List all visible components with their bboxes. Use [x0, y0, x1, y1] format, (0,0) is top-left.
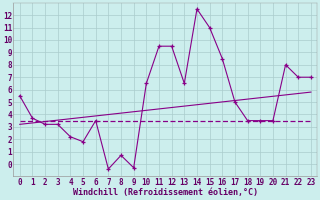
X-axis label: Windchill (Refroidissement éolien,°C): Windchill (Refroidissement éolien,°C) [73, 188, 258, 197]
